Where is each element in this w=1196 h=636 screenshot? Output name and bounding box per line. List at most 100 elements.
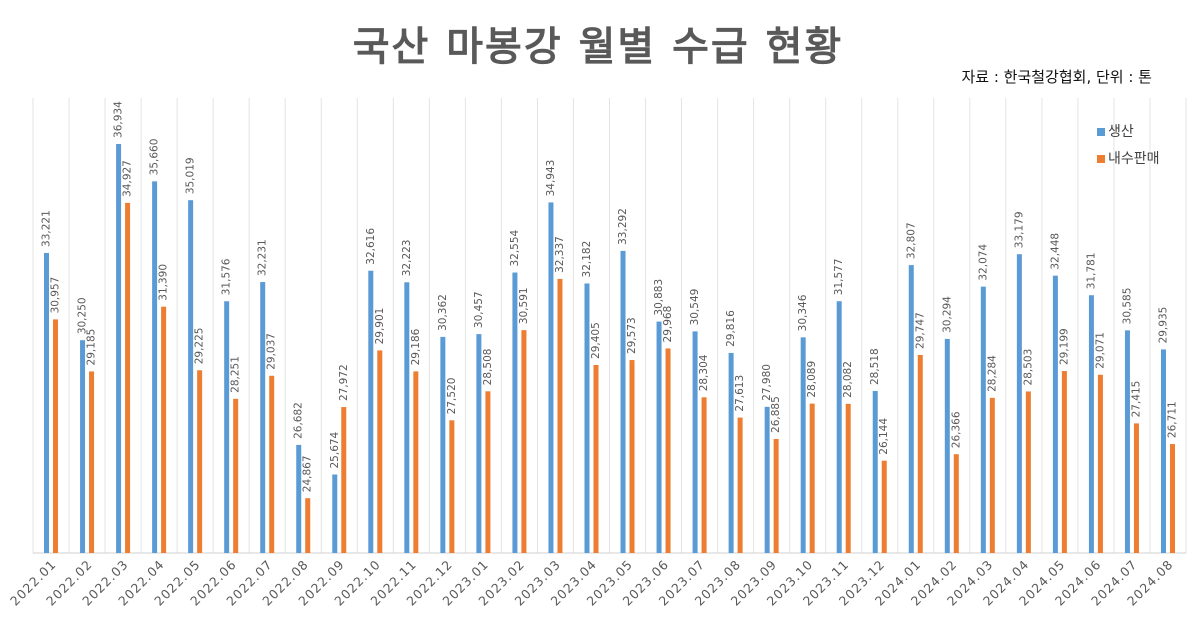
- data-label: 26,711: [1166, 401, 1178, 438]
- data-label: 29,186: [410, 328, 422, 365]
- bar-domestic-sales: [521, 330, 527, 553]
- data-label: 29,901: [374, 308, 386, 345]
- data-label: 30,346: [797, 294, 809, 331]
- data-label: 32,337: [554, 236, 566, 273]
- bar-production: [440, 336, 446, 553]
- bar-production: [152, 181, 158, 553]
- data-label: 35,660: [149, 139, 161, 176]
- bar-domestic-sales: [773, 438, 779, 553]
- bar-domestic-sales: [449, 420, 455, 553]
- data-label: 35,019: [185, 157, 197, 194]
- data-label: 29,747: [914, 312, 926, 349]
- data-label: 31,390: [158, 264, 170, 301]
- bar-production: [188, 200, 194, 553]
- data-label: 29,935: [1157, 307, 1169, 344]
- data-label: 27,980: [761, 364, 773, 401]
- bar-domestic-sales: [197, 370, 203, 553]
- bar-production: [764, 406, 770, 553]
- data-label: 28,304: [698, 354, 710, 391]
- data-label: 28,284: [986, 355, 998, 392]
- bar-production: [1160, 349, 1166, 553]
- chart-title: 국산 마봉강 월별 수급 현황: [352, 24, 844, 70]
- data-label: 30,585: [1121, 288, 1133, 325]
- data-label: 28,518: [869, 348, 881, 385]
- bar-production: [836, 301, 842, 553]
- data-label: 29,405: [590, 322, 602, 359]
- data-label: 30,457: [473, 291, 485, 328]
- data-label: 32,448: [1049, 233, 1061, 270]
- data-label: 33,292: [617, 208, 629, 245]
- bar-production: [512, 272, 518, 553]
- bar-domestic-sales: [485, 391, 491, 553]
- bar-domestic-sales: [1133, 423, 1139, 553]
- bar-production: [692, 331, 698, 553]
- data-label: 30,883: [653, 279, 665, 316]
- data-label: 32,223: [401, 240, 413, 277]
- bar-production: [728, 352, 734, 553]
- bar-production: [980, 286, 986, 553]
- data-label: 34,927: [122, 160, 134, 197]
- data-label: 29,968: [662, 306, 674, 343]
- data-label: 29,037: [266, 333, 278, 370]
- bar-domestic-sales: [737, 417, 743, 553]
- bar-domestic-sales: [881, 460, 887, 553]
- source-note: 자료 : 한국철강협회, 단위 : 톤: [961, 68, 1152, 86]
- bar-domestic-sales: [989, 397, 995, 553]
- bar-domestic-sales: [161, 306, 167, 553]
- data-label: 30,591: [518, 287, 530, 324]
- bar-domestic-sales: [377, 350, 383, 553]
- data-label: 32,554: [509, 229, 521, 266]
- data-label: 33,221: [41, 210, 53, 247]
- data-label: 30,957: [50, 277, 62, 314]
- data-label: 36,934: [113, 101, 125, 138]
- data-label: 32,182: [581, 241, 593, 278]
- bar-domestic-sales: [1169, 444, 1175, 553]
- bar-production: [872, 391, 878, 553]
- data-label: 26,366: [950, 411, 962, 448]
- bar-production: [548, 202, 554, 553]
- bar-domestic-sales: [557, 278, 563, 553]
- data-label: 29,071: [1094, 332, 1106, 369]
- bar-domestic-sales: [809, 403, 815, 553]
- data-label: 24,867: [302, 455, 314, 492]
- data-label: 31,781: [1085, 252, 1097, 289]
- bar-domestic-sales: [593, 364, 599, 553]
- bar-production: [1088, 295, 1094, 553]
- bar-domestic-sales: [1025, 391, 1031, 553]
- bar-domestic-sales: [53, 319, 59, 553]
- data-label: 28,508: [482, 349, 494, 386]
- bar-production: [296, 444, 302, 553]
- data-label: 30,294: [941, 296, 953, 333]
- bar-production: [476, 334, 482, 553]
- bar-domestic-sales: [1097, 374, 1103, 553]
- data-label: 30,549: [689, 289, 701, 326]
- bar-production: [116, 143, 122, 554]
- bar-production: [1052, 275, 1058, 553]
- bar-production: [620, 250, 626, 553]
- bar-domestic-sales: [665, 348, 671, 553]
- data-label: 32,074: [977, 244, 989, 281]
- legend-label: 생산: [1108, 124, 1134, 140]
- bar-domestic-sales: [305, 498, 311, 553]
- bar-domestic-sales: [953, 454, 959, 553]
- data-label: 29,225: [194, 328, 206, 365]
- bar-domestic-sales: [845, 403, 851, 553]
- bar-domestic-sales: [89, 371, 95, 553]
- data-label: 31,576: [221, 258, 233, 295]
- bar-domestic-sales: [233, 398, 239, 553]
- bar-domestic-sales: [917, 354, 923, 553]
- data-label: 26,682: [293, 402, 305, 439]
- bar-production: [332, 474, 338, 553]
- bar-production: [1124, 330, 1130, 553]
- data-label: 28,251: [230, 356, 242, 393]
- bar-production: [1016, 254, 1022, 554]
- bar-production: [368, 270, 374, 553]
- data-label: 32,231: [257, 239, 269, 276]
- data-label: 34,943: [545, 160, 557, 197]
- bar-production: [944, 338, 950, 553]
- legend-label: 내수판매: [1108, 151, 1160, 167]
- data-label: 31,577: [833, 258, 845, 295]
- legend-swatch: [1097, 155, 1105, 163]
- data-label: 26,885: [770, 396, 782, 433]
